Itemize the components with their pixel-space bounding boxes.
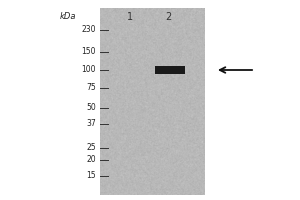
Text: 37: 37 [86,119,96,129]
Text: 50: 50 [86,104,96,112]
Text: kDa: kDa [59,12,76,21]
Text: 1: 1 [127,12,133,22]
Text: 100: 100 [82,66,96,74]
Bar [155,66,185,74]
Text: 15: 15 [86,171,96,180]
Text: 230: 230 [82,25,96,34]
Text: 2: 2 [165,12,171,22]
Text: 20: 20 [86,156,96,164]
Text: 75: 75 [86,84,96,92]
Text: 150: 150 [82,47,96,56]
Text: 25: 25 [86,144,96,152]
